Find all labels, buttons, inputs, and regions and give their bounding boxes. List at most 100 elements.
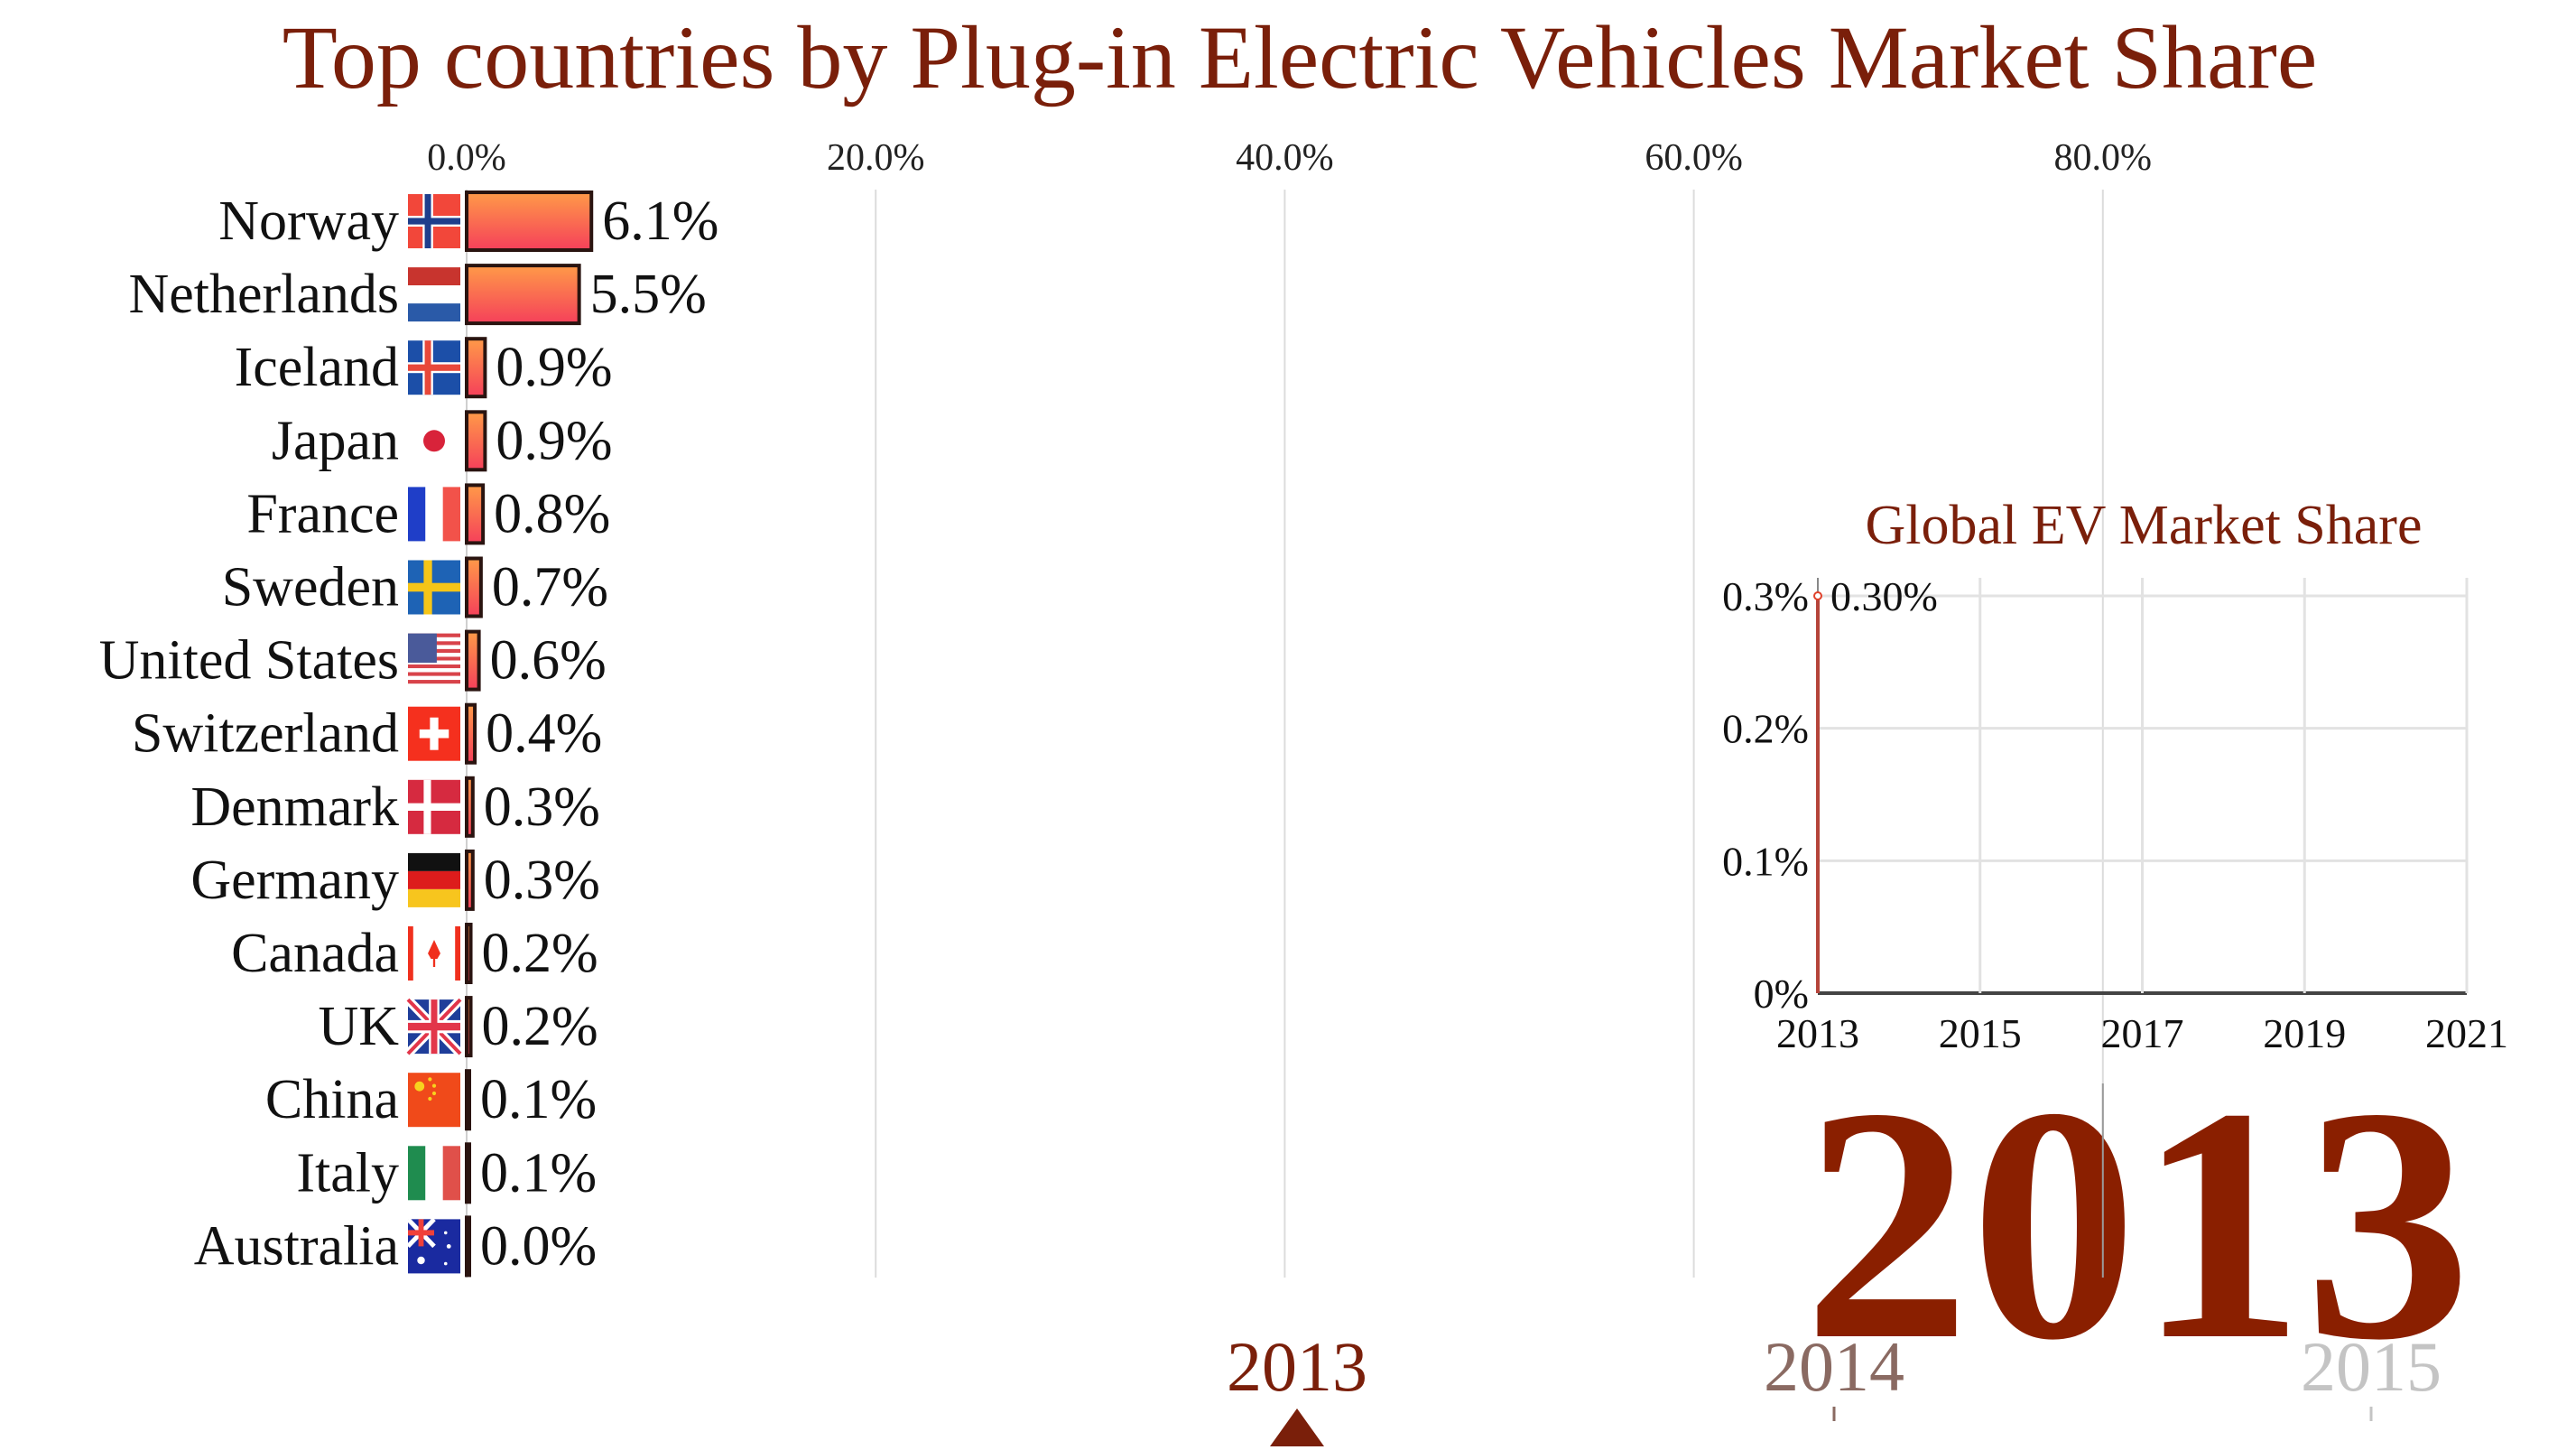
- value-label: 0.9%: [496, 337, 612, 398]
- timeline-year-label[interactable]: 2014: [1764, 1327, 1904, 1406]
- bar: [465, 1142, 471, 1204]
- country-label: France: [246, 483, 399, 544]
- country-label: Iceland: [235, 337, 399, 398]
- italy-flag-icon: [408, 1146, 460, 1201]
- country-label: Japan: [272, 410, 399, 471]
- timeline-year-label[interactable]: 2015: [2301, 1327, 2442, 1406]
- chart-title: Top countries by Plug-in Electric Vehicl…: [282, 7, 2318, 107]
- bar: [465, 1215, 471, 1278]
- inset-x-tick-label: 2017: [2101, 1010, 2184, 1056]
- country-row: France 0.8%: [246, 483, 610, 545]
- country-label: Norway: [218, 191, 399, 252]
- inset-y-tick-label: 0.1%: [1722, 838, 1809, 884]
- year-timeline[interactable]: 2013 2014 2015: [1227, 1327, 2576, 1446]
- bar: [465, 1069, 471, 1131]
- country-row: Japan 0.9%: [272, 410, 613, 472]
- denmark-flag-icon: [408, 779, 460, 834]
- value-label: 0.1%: [480, 1142, 597, 1204]
- country-label: Australia: [194, 1215, 399, 1277]
- value-label: 0.7%: [492, 557, 608, 618]
- country-row: Denmark 0.3%: [190, 776, 600, 838]
- country-label: China: [265, 1069, 399, 1130]
- japan-flag-icon: [408, 414, 460, 469]
- bar: [465, 776, 475, 838]
- country-row: UK 0.2%: [318, 996, 598, 1058]
- inset-title: Global EV Market Share: [1866, 495, 2423, 556]
- country-label: Germany: [190, 850, 399, 911]
- value-label: 0.4%: [486, 703, 602, 765]
- country-label: Denmark: [190, 776, 399, 838]
- bar: [465, 556, 483, 618]
- country-label: Switzerland: [132, 703, 399, 765]
- current-year-display: 2013: [1803, 1039, 2471, 1409]
- australia-flag-icon: [406, 1217, 460, 1274]
- value-label: 0.1%: [480, 1069, 597, 1130]
- country-row: China 0.1%: [265, 1069, 597, 1131]
- bar: [465, 410, 487, 472]
- inset-y-tick-label: 0.3%: [1722, 573, 1809, 619]
- value-label: 0.2%: [482, 923, 598, 984]
- usa-flag-icon: [408, 633, 460, 688]
- uk-flag-icon: [404, 996, 464, 1057]
- norway-flag-icon: [408, 194, 460, 248]
- inset-data-point: [1813, 591, 1822, 600]
- bar: [465, 923, 473, 984]
- value-label: 0.3%: [484, 850, 600, 911]
- iceland-flag-icon: [408, 340, 460, 395]
- value-label: 5.5%: [590, 264, 707, 325]
- bar: [465, 337, 487, 399]
- x-tick-label: 60.0%: [1645, 137, 1743, 179]
- country-label: Netherlands: [128, 264, 399, 325]
- inset-y-tick-label: 0.2%: [1722, 706, 1809, 752]
- country-row: Norway 6.1%: [218, 191, 718, 252]
- x-tick-label: 40.0%: [1236, 137, 1334, 179]
- country-row: Iceland 0.9%: [235, 337, 613, 399]
- inset-value-annotation: 0.30%: [1830, 573, 1938, 619]
- inset-x-tick-label: 2019: [2263, 1010, 2346, 1056]
- country-label: United States: [99, 630, 399, 692]
- inset-x-tick-label: 2021: [2425, 1010, 2508, 1056]
- france-flag-icon: [408, 487, 460, 542]
- china-flag-icon: [408, 1073, 460, 1128]
- country-row: Sweden 0.7%: [222, 556, 608, 618]
- timeline-playhead-icon[interactable]: [1270, 1408, 1324, 1446]
- country-row: Netherlands 5.5%: [128, 264, 707, 326]
- country-row: Switzerland 0.4%: [132, 702, 602, 765]
- country-row: Germany 0.3%: [190, 849, 600, 911]
- bar: [465, 996, 473, 1058]
- inset-x-tick-label: 2015: [1939, 1010, 2022, 1056]
- big-year-label: 2013: [1803, 1039, 2471, 1409]
- sweden-flag-icon: [408, 560, 460, 615]
- value-label: 0.2%: [482, 996, 598, 1057]
- switzerland-flag-icon: [408, 706, 460, 761]
- value-label: 6.1%: [602, 191, 718, 252]
- bar: [465, 629, 481, 692]
- country-rows: Norway 6.1%Netherlands 5.5%Iceland 0.9%Japa…: [99, 191, 718, 1278]
- bar: [465, 702, 477, 765]
- x-tick-label: 80.0%: [2054, 137, 2153, 179]
- country-label: Italy: [296, 1142, 399, 1204]
- canada-flag-icon: [408, 926, 460, 981]
- country-row: United States 0.6%: [99, 629, 607, 692]
- germany-flag-icon: [408, 852, 460, 907]
- value-label: 0.3%: [484, 776, 600, 838]
- bar: [465, 483, 486, 545]
- inset-x-tick-label: 2013: [1776, 1010, 1859, 1056]
- inset-y-tick-label: 0%: [1754, 971, 1809, 1017]
- x-tick-label: 20.0%: [827, 137, 925, 179]
- country-label: Sweden: [222, 557, 399, 618]
- netherlands-flag-icon: [408, 267, 460, 322]
- timeline-year-label[interactable]: 2013: [1227, 1327, 1367, 1406]
- global-ev-inset-chart: Global EV Market Share 0% 0.1% 0.2% 0.3% 2013…: [1722, 495, 2508, 1056]
- value-label: 0.9%: [496, 410, 612, 471]
- country-row: Italy 0.1%: [296, 1142, 597, 1204]
- country-label: UK: [318, 996, 399, 1057]
- value-label: 0.8%: [494, 483, 610, 544]
- value-label: 0.0%: [480, 1215, 597, 1277]
- country-row: Canada 0.2%: [231, 923, 598, 984]
- country-label: Canada: [231, 923, 399, 984]
- x-axis-ticks: 0.0% 20.0% 40.0% 60.0% 80.0%: [427, 137, 2152, 179]
- value-label: 0.6%: [490, 630, 607, 692]
- bar: [465, 849, 475, 911]
